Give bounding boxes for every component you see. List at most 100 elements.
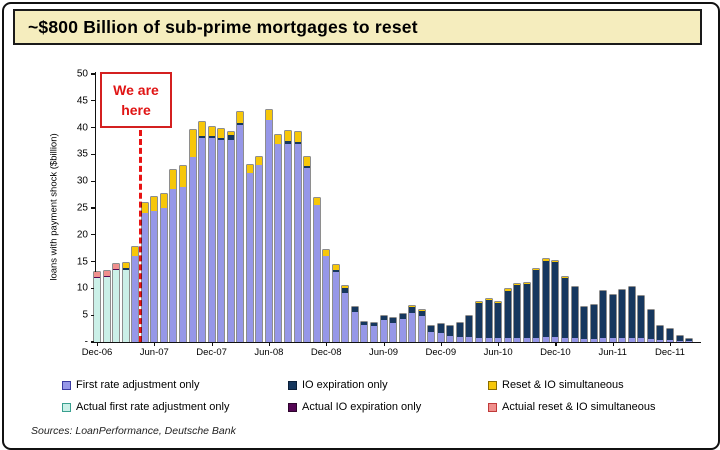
bar-Oct-09: [418, 309, 425, 342]
bar-segment-io: [122, 268, 129, 270]
bar-segment-reset: [409, 306, 416, 308]
y-tick-label: 10: [76, 282, 88, 294]
bar-segment-fra: [418, 315, 425, 342]
bar-segment-reset: [552, 260, 559, 263]
bar-segment-fra: [323, 256, 330, 342]
y-tick-label: 35: [76, 148, 88, 160]
bar-segment-fra: [523, 337, 530, 342]
y-tick-mark: [91, 100, 95, 102]
bar-segment-fra: [647, 339, 654, 342]
bar-segment-fra: [380, 320, 387, 342]
bar-segment-reset: [323, 249, 330, 257]
bar-segment-io: [542, 261, 549, 338]
we-are-here-callout: We are here: [100, 72, 172, 128]
bar-segment-io: [628, 287, 635, 338]
bar-segment-reset: [294, 131, 301, 142]
bar-segment-fra: [619, 337, 626, 342]
bar-segment-fra: [208, 138, 215, 342]
x-tick-label: Dec-07: [196, 347, 227, 358]
legend-label: Actual first rate adjustment only: [76, 401, 230, 413]
bar-segment-reset: [256, 156, 263, 166]
x-tick-label: Dec-08: [310, 347, 342, 358]
bar-segment-io: [237, 123, 244, 125]
bar-segment-io: [218, 137, 225, 141]
legend-item-reset: Reset & IO simultaneous: [488, 379, 624, 391]
bar-Dec-11: [667, 329, 673, 342]
bar-segment-fra: [237, 124, 244, 342]
legend-swatch-io-icon: [288, 380, 297, 390]
bar-segment-fra: [294, 143, 301, 342]
y-tick-label: 20: [76, 229, 88, 241]
bar-Jan-07: [103, 271, 110, 342]
bar-May-11: [600, 290, 607, 342]
legend-label: Actuial reset & IO simultaneous: [502, 401, 656, 413]
bar-segment-fra: [628, 337, 635, 342]
x-tick-label: Dec-09: [425, 347, 457, 358]
bar-segment-fra: [428, 332, 435, 342]
bar-segment-fra: [342, 292, 349, 342]
bar-segment-fra: [332, 272, 339, 342]
x-tick-label: Jun-08: [254, 347, 284, 358]
y-tick-mark: [91, 314, 95, 316]
bar-segment-io: [285, 140, 291, 144]
bar-segment-io: [561, 277, 568, 338]
bar-segment-fra: [275, 143, 282, 342]
bar-segment-io: [571, 287, 578, 338]
bar-Mar-07: [122, 262, 129, 342]
bar-segment-afra: [94, 277, 100, 342]
bar-segment-io: [456, 323, 463, 337]
bar-Jun-11: [609, 294, 616, 342]
bar-segment-io: [533, 269, 540, 338]
bar-segment-reset: [208, 126, 215, 137]
bar-Aug-09: [399, 314, 406, 342]
bar-segment-io: [667, 329, 673, 341]
y-axis-line: [95, 72, 97, 342]
bar-segment-fra: [179, 186, 186, 342]
title-bar: ~$800 Billion of sub-prime mortgages to …: [13, 9, 702, 45]
bar-segment-reset: [418, 309, 425, 311]
bar-segment-io: [418, 310, 425, 316]
bar-segment-reset: [304, 157, 311, 167]
bar-segment-io: [390, 318, 397, 323]
x-tick-label: Jun-11: [598, 347, 627, 358]
bar-Dec-09: [437, 323, 444, 342]
y-tick-label: 25: [76, 202, 88, 214]
bar-Feb-07: [113, 264, 120, 342]
bar-segment-fra: [351, 311, 358, 342]
bar-segment-io: [590, 305, 597, 339]
legend-item-fra: First rate adjustment only: [62, 379, 200, 391]
y-tick-mark: [91, 180, 95, 182]
x-axis-line: [95, 342, 701, 344]
y-tick-mark: [91, 207, 95, 209]
x-tick-mark: [555, 342, 557, 346]
bar-Nov-09: [428, 325, 435, 342]
bar-segment-reset: [514, 283, 521, 285]
legend-item-aio: Actual IO expiration only: [288, 401, 421, 413]
bar-segment-reset: [237, 111, 244, 124]
y-tick-label: 40: [76, 122, 88, 134]
x-tick-mark: [97, 342, 99, 346]
bar-segment-fra: [370, 325, 377, 342]
y-tick-label: 30: [76, 175, 88, 187]
bar-Dec-06: [94, 272, 100, 342]
bar-segment-fra: [437, 333, 444, 342]
x-tick-label: Dec-06: [81, 347, 113, 358]
legend-swatch-afra-icon: [62, 402, 71, 412]
bar-segment-fra: [285, 143, 291, 342]
x-tick-mark: [268, 342, 271, 346]
y-tick-mark: [91, 234, 95, 236]
bar-segment-fra: [361, 324, 368, 342]
bar-Jul-11: [619, 290, 626, 342]
bar-segment-fra: [199, 138, 206, 342]
bar-segment-io: [208, 136, 215, 139]
bar-segment-aio: [113, 269, 120, 271]
bar-segment-fra: [141, 213, 148, 342]
x-tick-mark: [498, 342, 500, 346]
legend-label: Actual IO expiration only: [302, 401, 422, 413]
bar-segment-io: [342, 288, 349, 293]
bar-segment-io: [609, 294, 616, 338]
bar-segment-areset: [103, 271, 110, 276]
bar-segment-fra: [304, 167, 311, 342]
bar-segment-fra: [542, 337, 549, 342]
bar-Aug-08: [285, 130, 291, 342]
